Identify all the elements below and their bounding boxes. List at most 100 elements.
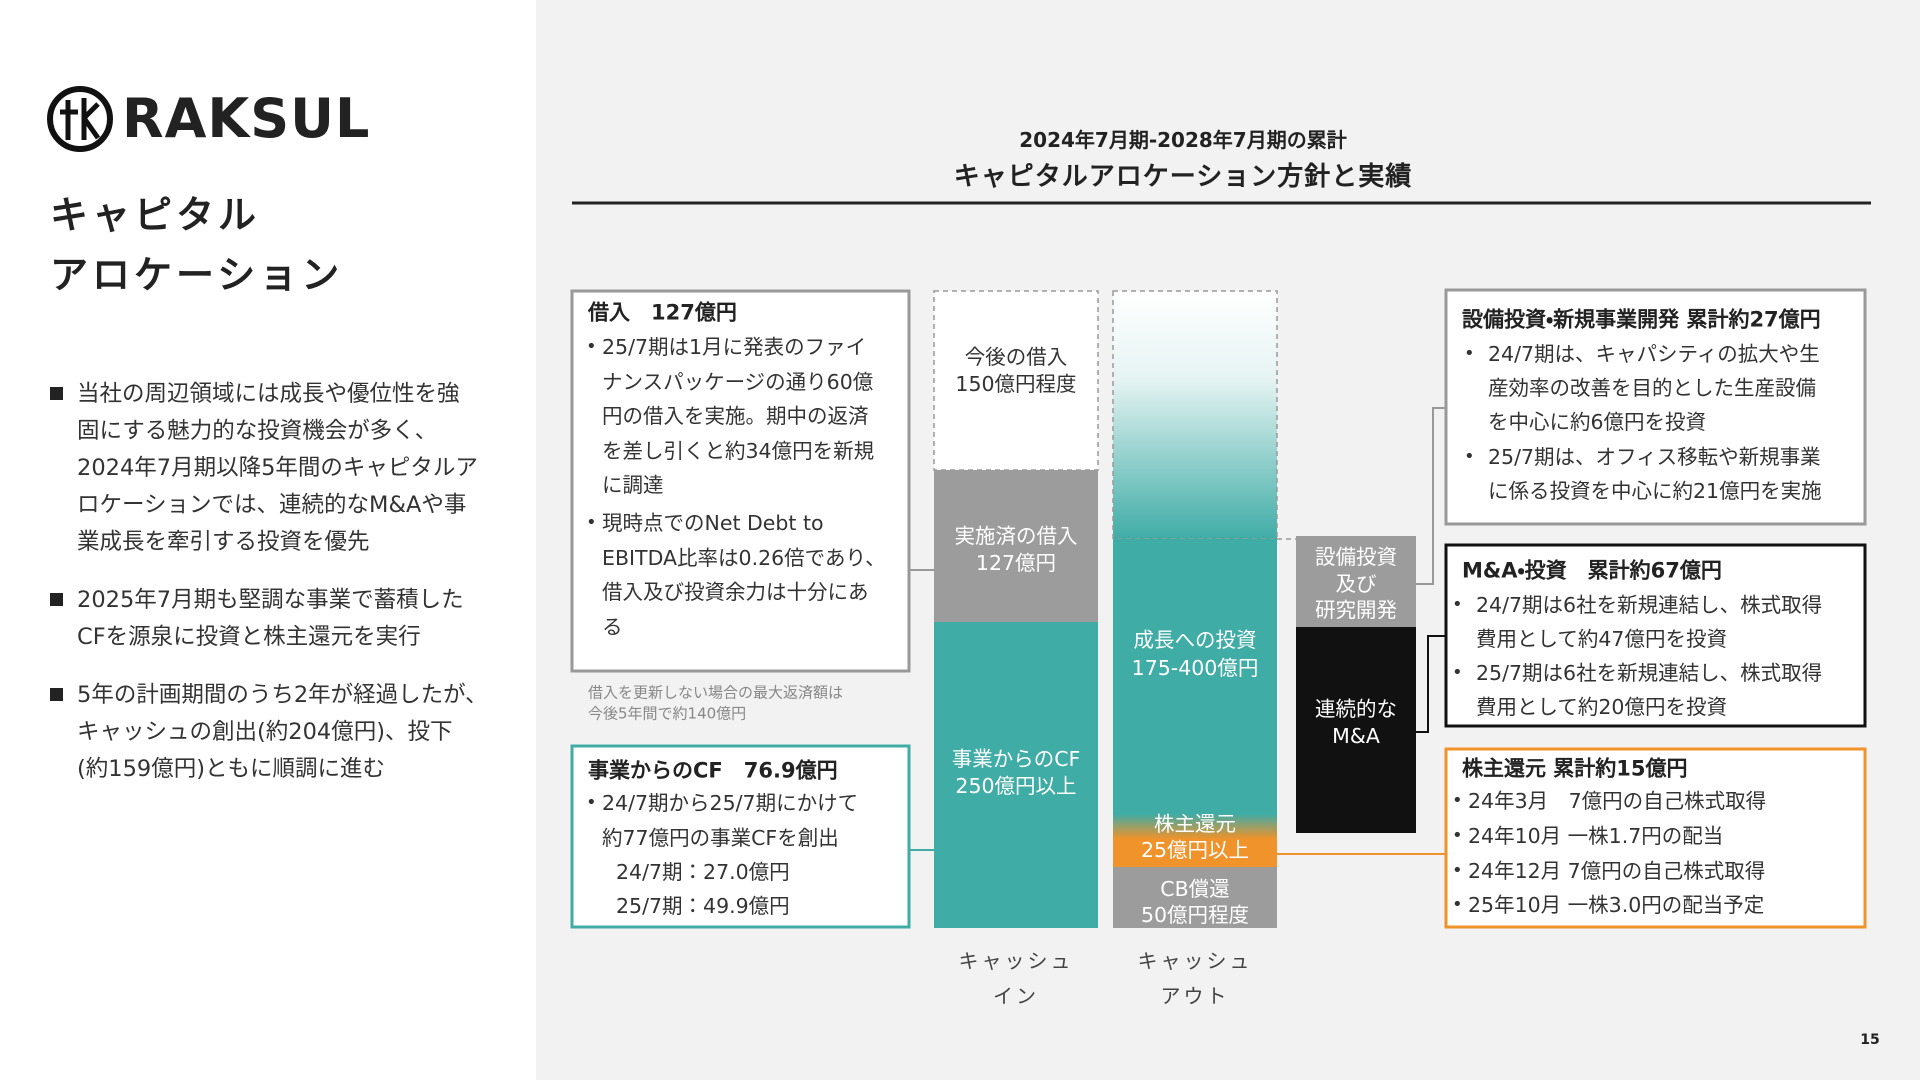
return-box xyxy=(1444,747,1867,929)
box-text: 25年10月 一株3.0円の配当予定 xyxy=(1468,892,1765,917)
note-text: 借入を更新しない場合の最大返済額は xyxy=(588,683,844,702)
box-text: 借入及び投資余力は十分にあ xyxy=(602,579,869,604)
page-title: アロケーション xyxy=(50,253,344,297)
block-label: 250億円以上 xyxy=(955,773,1077,798)
box-text: を中心に約6億円を投資 xyxy=(1488,410,1707,435)
block-label: 127億円 xyxy=(975,550,1057,575)
bullet-square xyxy=(50,688,63,701)
box-text: 25/7期：49.9億円 xyxy=(616,893,790,918)
page-number: 15 xyxy=(1860,1032,1880,1048)
bullet-dot: • xyxy=(1452,594,1463,615)
future-borrowing-block xyxy=(933,290,1099,471)
box-text: 25/7期は、オフィス移転や新規事業 xyxy=(1488,444,1821,469)
box-title: 株主還元 累計約15億円 xyxy=(1462,756,1688,781)
block-label: 175-400億円 xyxy=(1131,655,1259,680)
box-text: 24年10月 一株1.7円の配当 xyxy=(1468,823,1724,848)
box-text: 24/7期から25/7期にかけて xyxy=(602,790,859,815)
bullet-text: キャッシュの創出(約204億円)、投下 xyxy=(77,718,453,745)
block-label: 及び xyxy=(1335,571,1377,596)
bullet-square xyxy=(50,593,63,606)
block-label: 設備投資 xyxy=(1315,544,1397,569)
box-text: 費用として約47億円を投資 xyxy=(1476,626,1727,651)
period-label: 2024年7月期-2028年7月期の累計 xyxy=(1019,128,1347,152)
block-label: 今後の借入 xyxy=(964,344,1068,369)
bullet-text: 当社の周辺領域には成長や優位性を強 xyxy=(77,380,460,407)
bullet-dot: • xyxy=(1452,825,1463,846)
bullet-dot: • xyxy=(586,792,597,813)
cb-block xyxy=(1113,867,1277,928)
box-text: 24/7期は6社を新規連結し、株式取得 xyxy=(1476,592,1823,617)
bullet-dot: • xyxy=(1452,662,1463,683)
box-text: に調達 xyxy=(602,472,664,497)
logo-icon xyxy=(47,86,113,152)
column-label: キャッシュ xyxy=(958,949,1074,973)
box-text: 約77億円の事業CFを創出 xyxy=(602,825,839,850)
box-text: 25/7期は6社を新規連結し、株式取得 xyxy=(1476,660,1823,685)
bullet-text: 2024年7月期以降5年間のキャピタルア xyxy=(77,454,478,481)
cf-block xyxy=(934,622,1098,928)
block-label: CB償還 xyxy=(1160,876,1230,901)
box-title: M&A・投資 累計約67億円 xyxy=(1462,558,1722,583)
growth-block xyxy=(1113,539,1277,814)
column-label: アウト xyxy=(1160,984,1230,1008)
capex-box xyxy=(1444,288,1867,526)
box-text: 24年3月 7億円の自己株式取得 xyxy=(1468,788,1767,813)
bullet-text: (約159億円)ともに順調に進む xyxy=(77,755,386,782)
box-title: 事業からのCF 76.9億円 xyxy=(588,758,838,783)
column-label: キャッシュ xyxy=(1137,949,1253,973)
bullet-text: 固にする魅力的な投資機会が多く、 xyxy=(77,417,438,444)
note-text: 今後5年間で約140億円 xyxy=(588,704,747,723)
bullet-text: CFを源泉に投資と株主還元を実行 xyxy=(77,623,421,650)
box-text: 現時点でのNet Debt to xyxy=(602,510,824,535)
return-gradient xyxy=(1113,814,1277,839)
box-text: 24/7期：27.0億円 xyxy=(616,859,790,884)
bullet-dot: • xyxy=(586,336,597,357)
borrowing-block xyxy=(934,470,1098,622)
block-label: 連続的な xyxy=(1315,696,1397,721)
block-label: 50億円程度 xyxy=(1140,902,1250,927)
box-text: 24/7期は、キャパシティの拡大や生 xyxy=(1488,341,1820,366)
box-text: 費用として約20億円を投資 xyxy=(1476,694,1727,719)
box-text: ナンスパッケージの通り60億 xyxy=(602,369,874,394)
bullet-dot: • xyxy=(1464,446,1475,467)
bullet-text: 2025年7月期も堅調な事業で蓄積した xyxy=(77,586,464,613)
bullet-text: ロケーションでは、連続的なM&Aや事 xyxy=(77,491,467,518)
bullet-text: 5年の計画期間のうち2年が経過したが、 xyxy=(77,681,488,708)
block-label: 実施済の借入 xyxy=(954,523,1078,548)
bullet-dot: • xyxy=(1452,860,1463,881)
bullet-text: 業成長を牽引する投資を優先 xyxy=(77,528,370,555)
bullet-square xyxy=(50,387,63,400)
box-title: 借入 127億円 xyxy=(588,300,737,325)
bullet-dot: • xyxy=(1452,790,1463,811)
page-title: キャピタル xyxy=(50,193,261,237)
cf-box xyxy=(570,744,911,929)
ma-box xyxy=(1444,543,1867,728)
connector xyxy=(1416,635,1446,733)
logo-text: RAKSUL xyxy=(122,87,371,150)
growth-block-upper xyxy=(1112,290,1278,540)
block-label: 25億円以上 xyxy=(1140,837,1250,862)
block-label: M&A xyxy=(1332,723,1380,748)
box-text: 24年12月 7億円の自己株式取得 xyxy=(1468,858,1766,883)
bullet-dot: • xyxy=(1452,894,1463,915)
box-text: る xyxy=(602,614,623,639)
block-label: 研究開発 xyxy=(1315,597,1397,622)
bullet-dot: • xyxy=(1464,343,1475,364)
box-text: を差し引くと約34億円を新規 xyxy=(602,438,875,463)
return-block xyxy=(1113,839,1277,867)
block-label: 成長への投資 xyxy=(1133,627,1257,652)
block-label: 事業からのCF xyxy=(951,746,1081,771)
box-text: 25/7期は1月に発表のファイ xyxy=(602,334,867,359)
column-label: イン xyxy=(993,984,1039,1008)
box-text: EBITDA比率は0.26倍であり、 xyxy=(602,545,886,570)
box-text: に係る投資を中心に約21億円を実施 xyxy=(1488,478,1822,503)
capex-block xyxy=(1296,536,1416,627)
ma-block xyxy=(1296,627,1416,833)
block-label: 株主還元 xyxy=(1154,811,1236,836)
connector xyxy=(1416,407,1446,585)
box-text: 産効率の改善を目的とした生産設備 xyxy=(1488,375,1816,400)
box-title: 設備投資・新規事業開発 累計約27億円 xyxy=(1462,307,1821,332)
block-label: 150億円程度 xyxy=(955,371,1077,396)
